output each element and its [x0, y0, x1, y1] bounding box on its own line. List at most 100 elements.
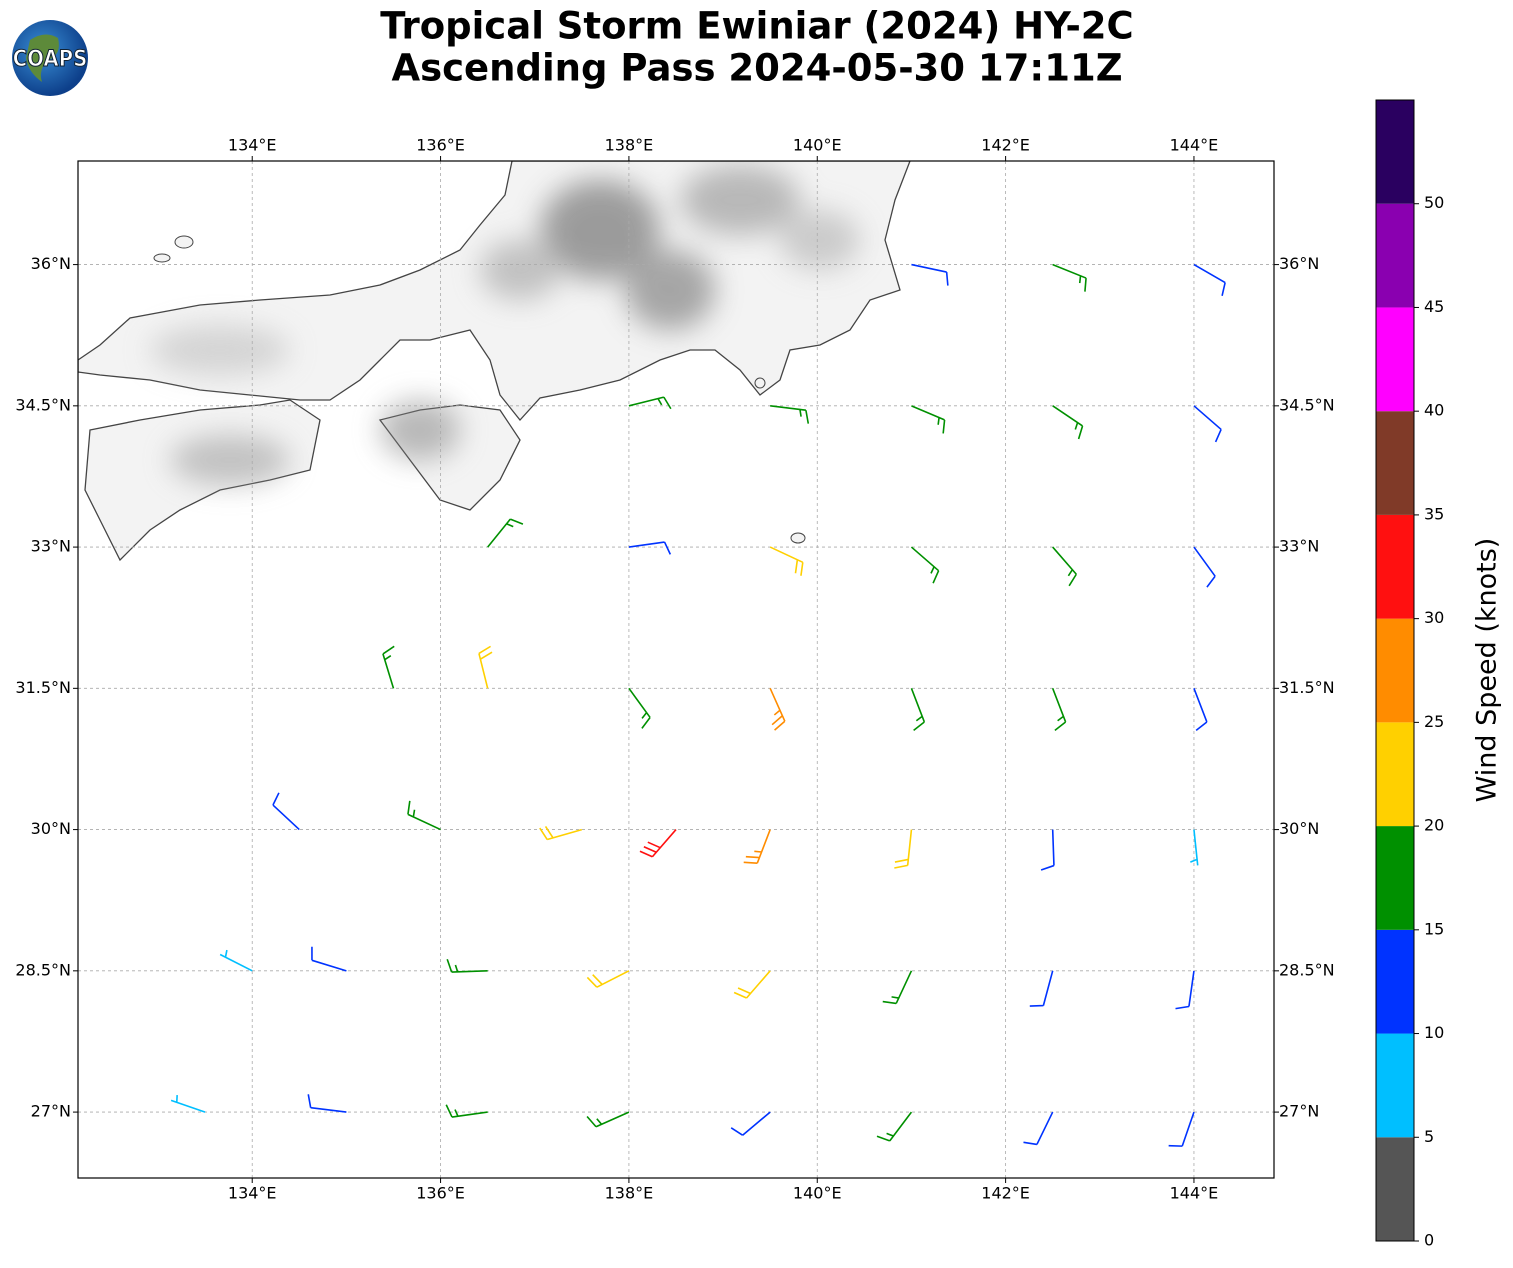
colorbar-tick-label: 5 — [1424, 1127, 1434, 1146]
y-tick-label: 27°N — [1279, 1102, 1319, 1121]
wind-barb — [1052, 546, 1077, 587]
wind-barb — [910, 546, 940, 584]
colorbar-tick-label: 10 — [1424, 1023, 1444, 1042]
colorbar-segment — [1376, 411, 1414, 515]
wind-barb — [1051, 688, 1067, 731]
colorbar-tick-label: 40 — [1424, 401, 1444, 420]
wind-barb — [407, 800, 441, 831]
colorbar-tick-label: 0 — [1424, 1231, 1434, 1250]
wind-barb — [219, 949, 253, 972]
x-tick-label: 144°E — [1170, 1184, 1219, 1203]
colorbar-label: Wind Speed (knots) — [1472, 538, 1503, 803]
island — [790, 532, 806, 544]
colorbar-segment — [1376, 618, 1414, 723]
y-tick-label: 36°N — [31, 254, 71, 273]
y-tick-label: 31.5°N — [15, 678, 71, 697]
colorbar: 0 5 10 15 20 25 30 35 40 45 50 — [1375, 99, 1444, 1250]
colorbar-tick-label: 35 — [1424, 504, 1444, 523]
colorbar-tick-label: 50 — [1424, 193, 1444, 212]
y-tick-label: 34.5°N — [15, 395, 71, 414]
wind-barb — [911, 405, 946, 434]
colorbar-segment — [1376, 100, 1414, 204]
colorbar-segment — [1376, 1137, 1414, 1241]
y-tick-label: 28.5°N — [1279, 960, 1335, 979]
colorbar-segment — [1376, 929, 1414, 1034]
wind-barb — [770, 405, 810, 424]
grid: 134°E 134°E 136°E 136°E 138°E 138°E 140°E 140°E… — [15, 136, 1334, 1203]
wind-barb — [733, 970, 771, 999]
x-tick-label: 136°E — [416, 136, 465, 155]
wind-barb — [1175, 970, 1195, 1010]
wind-barb — [311, 946, 347, 972]
y-tick-label: 28.5°N — [15, 960, 71, 979]
wind-barb — [1190, 829, 1199, 866]
wind-barb — [876, 1111, 913, 1142]
wind-barb — [539, 826, 583, 841]
wind-barb — [628, 396, 672, 410]
wind-barb — [882, 970, 913, 1005]
wind-barb — [769, 546, 804, 576]
x-tick-label: 138°E — [605, 136, 654, 155]
chart-title: Tropical Storm Ewiniar (2024) HY-2C — [380, 5, 1133, 48]
wind-barb — [730, 1111, 771, 1136]
wind-barb — [894, 829, 913, 869]
island — [754, 377, 766, 389]
y-tick-label: 31.5°N — [1279, 678, 1335, 697]
wind-barb — [382, 645, 395, 689]
logo-text: COAPS — [13, 47, 88, 72]
map-frame — [77, 160, 1275, 1179]
colorbar-segment — [1376, 826, 1414, 930]
wind-barb — [639, 829, 677, 858]
wind-barb — [272, 792, 300, 831]
wind-barb — [911, 263, 949, 286]
x-tick-label: 142°E — [981, 1184, 1030, 1203]
wind-barb — [1193, 688, 1208, 731]
x-tick-label: 134°E — [228, 136, 277, 155]
x-tick-label: 142°E — [981, 136, 1030, 155]
wind-barb — [1168, 1111, 1195, 1147]
wind-barb — [1193, 405, 1222, 443]
colorbar-tick-label: 25 — [1424, 712, 1444, 731]
wind-barb — [586, 970, 630, 988]
x-tick-label: 140°E — [793, 1184, 842, 1203]
colorbar-segment — [1376, 722, 1414, 827]
y-tick-label: 33°N — [31, 537, 71, 556]
x-tick-label: 134°E — [228, 1184, 277, 1203]
y-tick-label: 33°N — [1279, 537, 1319, 556]
colorbar-segment — [1376, 514, 1414, 619]
wind-barb — [910, 688, 926, 731]
wind-barb — [743, 829, 771, 864]
barb-layer — [170, 263, 1226, 1147]
logo-land — [26, 34, 59, 82]
wind-barb — [1052, 405, 1084, 440]
wind-barb — [769, 688, 786, 731]
y-tick-label: 30°N — [1279, 819, 1319, 838]
colorbar-segment — [1376, 203, 1414, 308]
logo: COAPS — [12, 20, 88, 96]
y-tick-label: 36°N — [1279, 254, 1319, 273]
wind-barb — [478, 645, 493, 689]
y-tick-label: 27°N — [31, 1102, 71, 1121]
wind-barb — [1193, 263, 1226, 297]
island — [174, 235, 194, 249]
wind-barb — [487, 518, 524, 548]
colorbar-tick-label: 15 — [1424, 919, 1444, 938]
x-tick-label: 138°E — [605, 1184, 654, 1203]
terrain — [150, 165, 860, 485]
colorbar-segment — [1376, 1033, 1414, 1138]
colorbar-tick-label: 45 — [1424, 297, 1444, 316]
wind-barb — [628, 541, 672, 555]
wind-barb — [445, 1104, 488, 1118]
island — [153, 253, 171, 263]
wind-barb — [1029, 970, 1054, 1007]
colorbar-tick-label: 30 — [1424, 608, 1444, 627]
chart-subtitle: Ascending Pass 2024-05-30 17:11Z — [391, 47, 1122, 90]
wind-barb — [1023, 1111, 1054, 1146]
colorbar-segment — [1376, 307, 1414, 412]
colorbar-frame — [1375, 99, 1415, 1242]
x-tick-label: 136°E — [416, 1184, 465, 1203]
land — [78, 161, 911, 562]
y-tick-label: 34.5°N — [1279, 395, 1335, 414]
x-tick-label: 144°E — [1170, 136, 1219, 155]
